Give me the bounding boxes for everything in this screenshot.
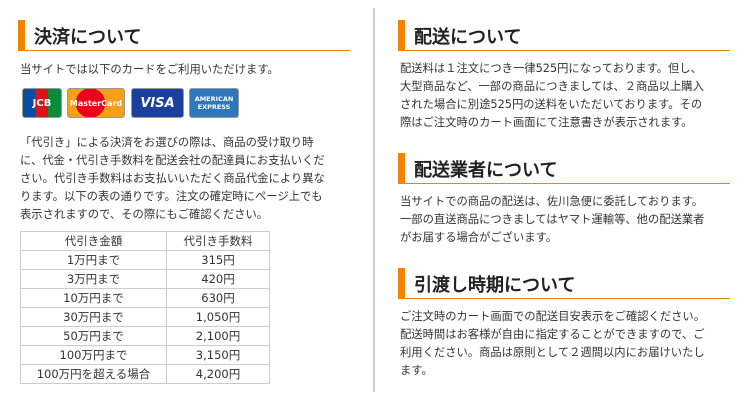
table-row: 100万円を超える場合 4,200円 — [20, 364, 270, 384]
heading-bar — [18, 20, 25, 50]
table-cell: 100万円を超える場合 — [20, 364, 167, 384]
paragraph-line: 配送時間はお客様が自由に指定することができますので、ご — [400, 328, 705, 341]
heading-text: 引渡し時期について — [414, 275, 576, 296]
section-heading: 配送について — [398, 20, 730, 51]
table-cell: 420円 — [166, 269, 270, 289]
section-heading: 引渡し時期について — [398, 268, 730, 299]
paragraph-line: 配送料は１注文につき一律525円になっております。但し、 — [400, 62, 702, 75]
table-row: 30万円まで 1,050円 — [20, 307, 270, 327]
paragraph-line: 表示されますので、その際にもご確認ください。 — [20, 208, 269, 221]
paragraph-line: 利用ください。商品は原則として２週間以内にお届けいたし — [400, 346, 705, 359]
table-row: 3万円まで 420円 — [20, 269, 270, 289]
paragraph-line: 際はご注文時のカート画面にて注意書きが表示されます。 — [400, 116, 693, 129]
table-row: 100万円まで 3,150円 — [20, 345, 270, 365]
table-cell: 315円 — [166, 250, 270, 270]
table-cell: 3,150円 — [166, 345, 270, 365]
table-header-cell: 代引き金額 — [20, 231, 167, 251]
heading-text: 決済について — [34, 27, 142, 48]
section-heading: 決済について — [18, 20, 350, 51]
table-cell: 2,100円 — [166, 326, 270, 346]
table-cell: 50万円まで — [20, 326, 167, 346]
paragraph-line: 一部の直送商品につきましてはヤマト運輸等、他の配送業者 — [400, 213, 705, 226]
heading-text: 配送業者について — [414, 160, 558, 181]
paragraph-line: ります。以下の表の通りです。注文の確定時にページ上でも — [20, 190, 323, 203]
heading-text: 配送について — [414, 27, 522, 48]
paragraph-line: ます。 — [400, 364, 433, 377]
heading-bar — [398, 20, 405, 50]
card-logo: AMERICAN EXPRESS — [189, 88, 239, 118]
heading-bar — [398, 268, 405, 298]
card-logo: VISA — [131, 88, 184, 118]
table-row: 1万円まで 315円 — [20, 250, 270, 270]
paragraph-line: 「代引き」による決済をお選びの際は、商品の受け取り時 — [20, 136, 314, 149]
table-cell: 1万円まで — [20, 250, 167, 270]
paragraph-line: がお届する場合がございます。 — [400, 231, 558, 244]
table-cell: 1,050円 — [166, 307, 270, 327]
fee-table: 代引き金額 代引き手数料 1万円まで 315円 3万円まで 420円 10万円まで 630円 3… — [20, 231, 270, 384]
intro-text: 当サイトでは以下のカードをご利用いただけます。 — [20, 63, 279, 76]
section-heading: 配送業者について — [398, 153, 730, 184]
table-cell: 30万円まで — [20, 307, 167, 327]
paragraph-line: さい。代引き手数料はお支払いいただく商品代金により異な — [20, 172, 325, 185]
table-cell: 630円 — [166, 288, 270, 308]
divider — [373, 8, 375, 392]
table-header-row: 代引き金額 代引き手数料 — [20, 231, 270, 251]
card-logo: JCB — [22, 88, 62, 118]
table-cell: 10万円まで — [20, 288, 167, 308]
paragraph-line: された場合に別途525円の送料をいただいております。その — [400, 98, 703, 111]
paragraph-line: ご注文時のカート画面での配送目安表示をご確認ください。 — [400, 310, 706, 323]
table-cell: 3万円まで — [20, 269, 167, 289]
heading-bar — [398, 153, 405, 183]
card-logo: MasterCard — [67, 88, 125, 118]
table-cell: 4,200円 — [166, 364, 270, 384]
paragraph-line: に、代金・代引き手数料を配送会社の配達員にお支払いくだ — [20, 154, 325, 167]
paragraph-line: 当サイトでの商品の配送は、佐川急便に委託しております。 — [400, 195, 704, 208]
table-row: 50万円まで 2,100円 — [20, 326, 270, 346]
table-header-cell: 代引き手数料 — [166, 231, 270, 251]
paragraph-line: 大型商品など、一部の商品につきましては、２商品以上購入 — [400, 80, 704, 93]
table-cell: 100万円まで — [20, 345, 167, 365]
table-row: 10万円まで 630円 — [20, 288, 270, 308]
